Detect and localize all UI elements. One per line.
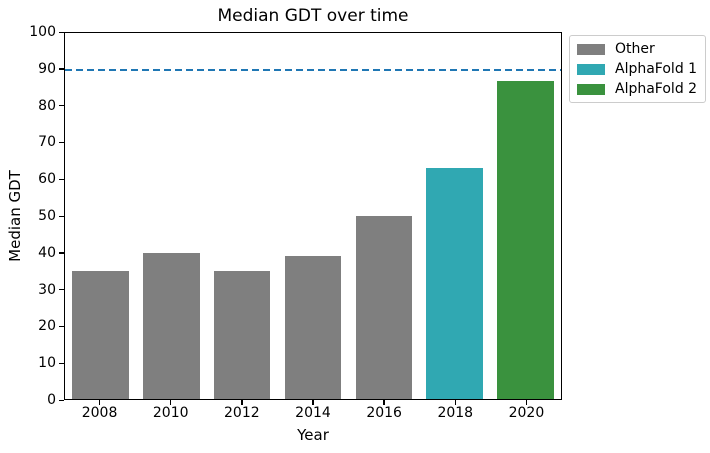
y-tick-mark-0 [59,399,64,401]
legend-label-other: Other [615,41,655,57]
x-tick-label-2008: 2008 [81,405,118,421]
y-tick-mark-90 [59,68,64,70]
y-tick-mark-70 [59,141,64,144]
y-tick-label-90: 90 [38,60,56,77]
reference-line-90 [65,68,561,71]
x-axis-label: Year [297,426,329,444]
y-tick-label-40: 40 [38,244,56,261]
legend-swatch-other-icon [577,43,605,55]
y-tick-mark-50 [59,215,64,217]
legend-entry-alphafold-1: AlphaFold 1 [577,59,699,79]
y-tick-label-10: 10 [38,355,56,372]
y-tick-mark-20 [59,325,64,328]
legend-entry-alphafold-2: AlphaFold 2 [577,79,699,99]
bar-2016-other [355,216,413,399]
x-tick-mark-2012 [241,400,243,405]
y-tick-mark-100 [59,31,64,33]
x-tick-label-2016: 2016 [366,405,402,421]
legend-entry-other: Other [577,39,699,59]
plot-area [64,32,562,400]
bar-2020-alphafold-2 [497,80,554,399]
bar-2018-alphafold-1 [426,168,484,399]
y-tick-label-20: 20 [38,318,56,335]
x-tick-label-2018: 2018 [437,405,474,421]
bar-2012-other [213,270,271,399]
y-tick-mark-60 [59,178,64,180]
y-tick-label-100: 100 [29,24,56,40]
x-tick-label-2012: 2012 [224,405,260,421]
legend-label-alphafold-2: AlphaFold 2 [615,81,698,97]
y-tick-mark-40 [59,252,64,254]
legend: Other AlphaFold 1 AlphaFold 2 [569,35,706,103]
y-tick-label-70: 70 [38,134,56,151]
x-tick-mark-2020 [525,400,528,405]
chart-title: Median GDT over time [217,6,409,26]
x-tick-mark-2014 [312,400,314,405]
bar-2008-other [72,270,129,399]
legend-label-alphafold-1: AlphaFold 1 [615,61,698,77]
y-tick-mark-80 [59,105,64,107]
x-tick-mark-2008 [98,400,101,405]
bar-2014-other [284,256,342,399]
y-tick-label-80: 80 [38,97,56,114]
x-tick-label-2014: 2014 [295,405,331,421]
y-tick-mark-10 [59,362,64,364]
x-tick-mark-2016 [383,400,385,405]
x-tick-label-2010: 2010 [152,405,189,421]
legend-swatch-alphafold-2-icon [577,83,605,95]
y-tick-label-30: 30 [38,281,56,298]
bar-2010-other [142,252,200,399]
x-tick-mark-2018 [454,400,456,405]
x-tick-mark-2010 [170,400,172,405]
y-tick-mark-30 [59,289,64,291]
legend-swatch-alphafold-1-icon [577,63,605,75]
y-tick-label-0: 0 [47,392,56,408]
y-tick-label-50: 50 [38,208,56,224]
x-tick-label-2020: 2020 [508,405,545,421]
y-tick-label-60: 60 [38,171,56,188]
